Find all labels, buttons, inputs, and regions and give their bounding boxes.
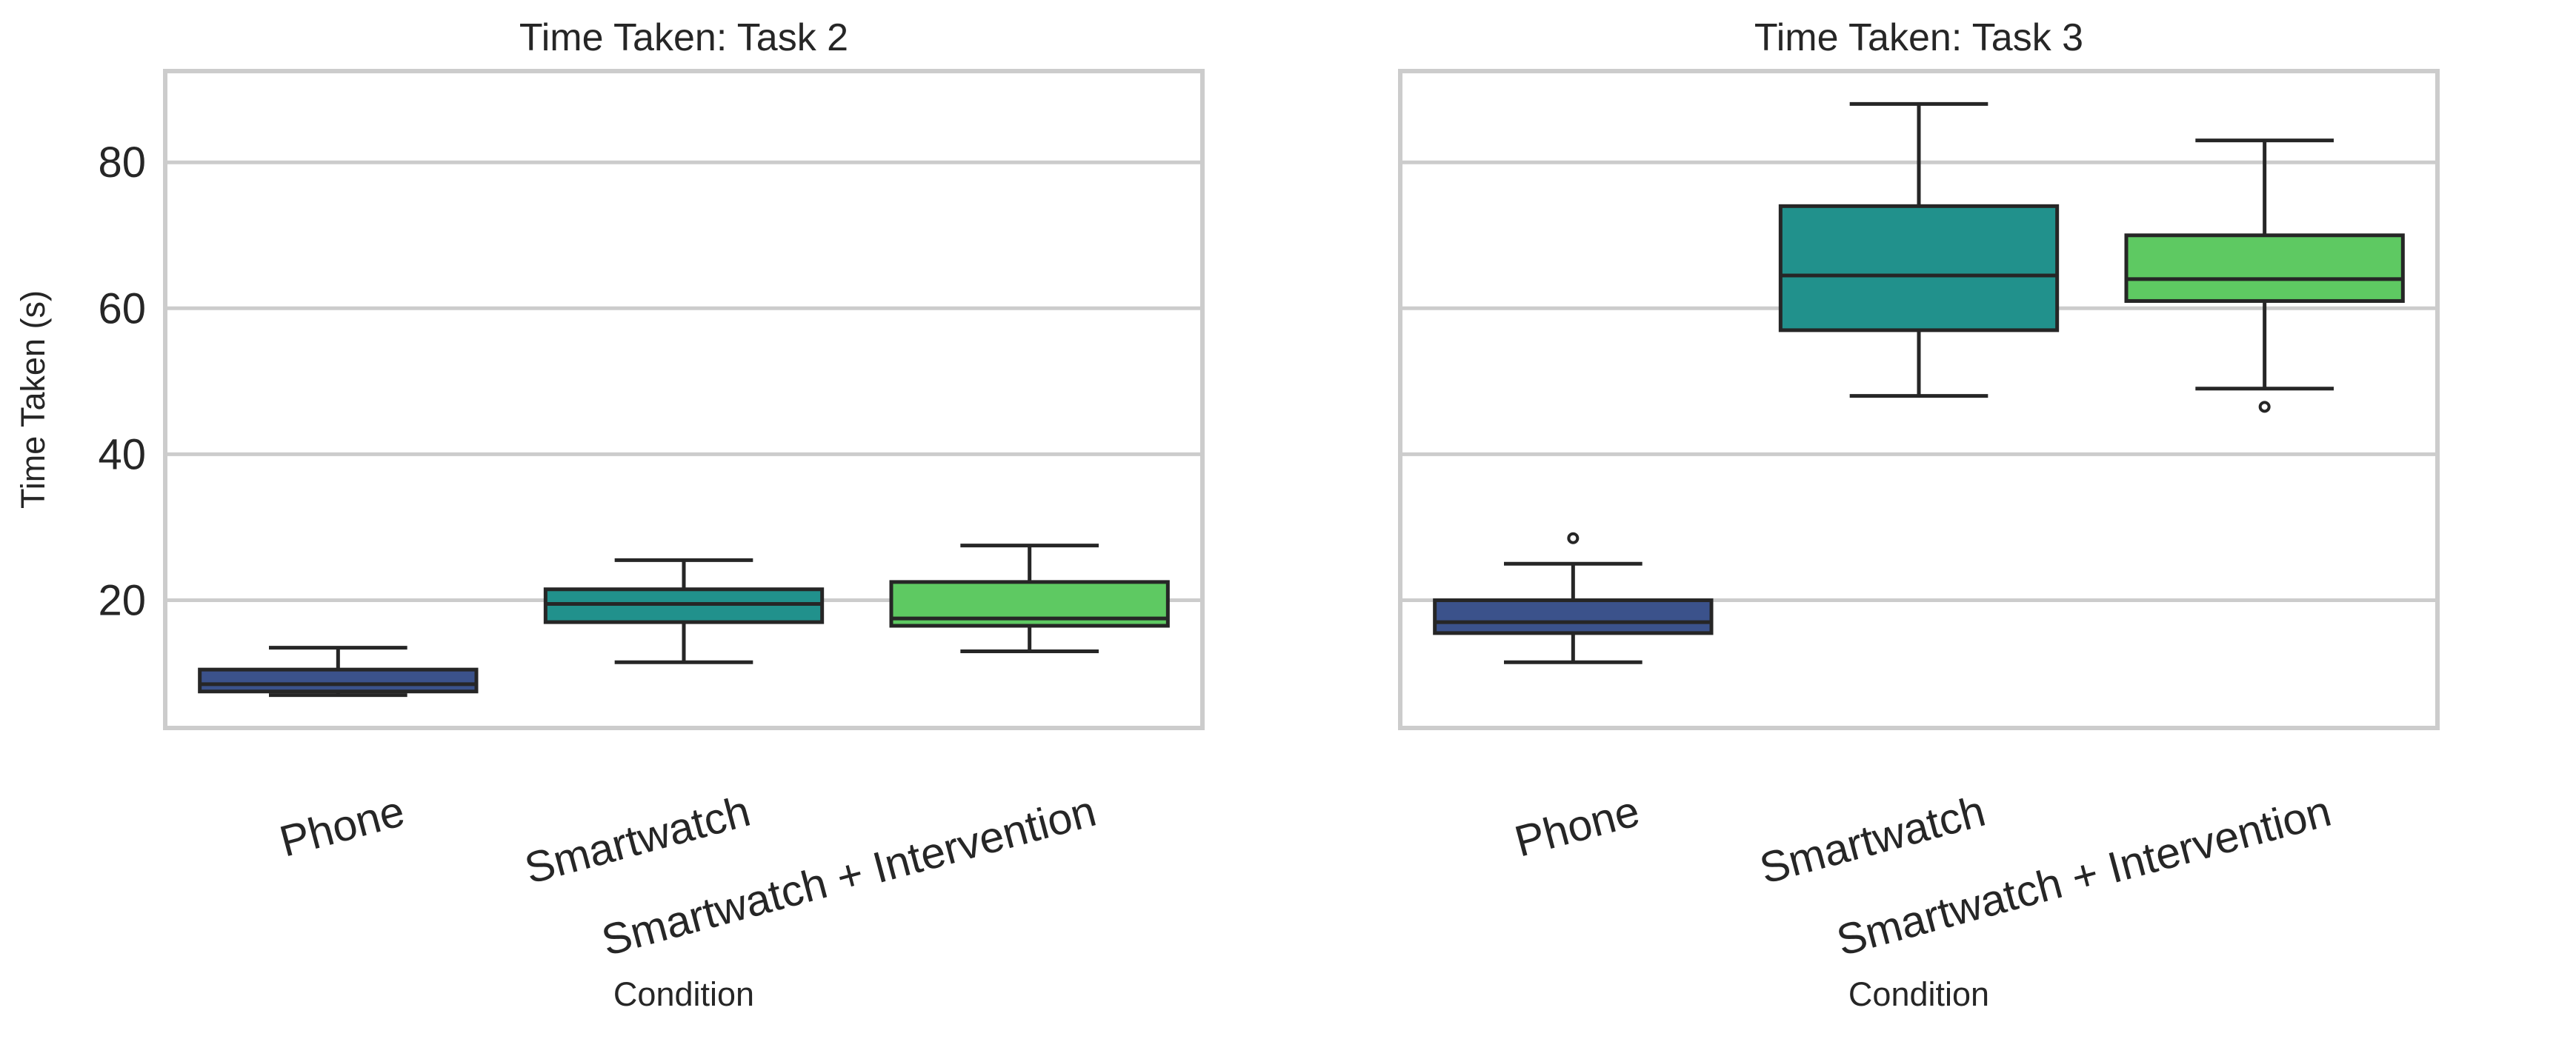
x-tick-label: Phone	[275, 786, 410, 866]
y-tick-label: 20	[98, 577, 146, 625]
x-tick-label: Smartwatch	[519, 786, 755, 893]
panel-title: Time Taken: Task 3	[1754, 16, 2083, 59]
y-tick-label: 60	[98, 284, 146, 333]
box-2	[543, 558, 825, 664]
box-3	[889, 544, 1170, 654]
x-tick-label: Phone	[1510, 786, 1645, 866]
axes-frame	[1398, 69, 2440, 730]
x-axis-label: Condition	[1848, 975, 1989, 1013]
box-iqr	[1778, 204, 2060, 333]
y-axis-label: Time Taken (s)	[14, 290, 52, 509]
outlier-point	[1567, 532, 1580, 544]
outlier-point	[2258, 401, 2271, 413]
y-tick-label: 40	[98, 430, 146, 478]
box-3	[2124, 138, 2405, 413]
box-2	[1778, 101, 2060, 398]
x-tick-label: Smartwatch	[1754, 786, 1990, 893]
y-tick-label: 80	[98, 138, 146, 187]
x-axis-label: Condition	[613, 975, 754, 1013]
box-iqr	[2124, 233, 2405, 303]
box-iqr	[198, 667, 479, 694]
axes-frame	[163, 69, 1205, 730]
panel-title: Time Taken: Task 2	[519, 16, 848, 59]
box-iqr	[1433, 598, 1714, 635]
box-1	[1433, 532, 1714, 664]
box-1	[198, 646, 479, 698]
